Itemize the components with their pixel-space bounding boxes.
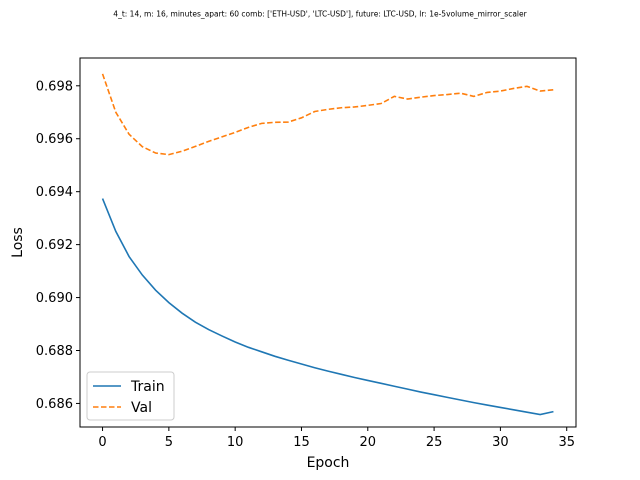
x-tick-label: 25 — [426, 435, 443, 450]
x-tick-label: 10 — [227, 435, 244, 450]
legend-label-train: Train — [130, 379, 165, 395]
legend-box — [86, 371, 175, 421]
y-axis-label: Loss — [10, 227, 26, 258]
y-tick-label: 0.694 — [36, 185, 73, 200]
y-tick-label: 0.698 — [36, 79, 73, 94]
x-tick-label: 15 — [293, 435, 310, 450]
x-axis-ticks: 0 5 10 15 20 25 30 35 — [98, 427, 575, 450]
series-line-val — [101, 73, 554, 156]
legend: Train Val — [86, 371, 175, 421]
y-tick-label: 0.692 — [36, 238, 73, 253]
y-tick-label: 0.686 — [36, 397, 73, 412]
legend-label-val: Val — [131, 400, 152, 416]
x-tick-label: 5 — [165, 435, 173, 450]
chart-title: 4_t: 14, m: 16, minutes_apart: 60 comb: … — [113, 10, 527, 19]
x-tick-label: 0 — [98, 435, 106, 450]
plot-area-frame — [79, 57, 577, 428]
y-tick-label: 0.690 — [36, 291, 73, 306]
y-axis-ticks: 0.686 0.688 0.690 0.692 0.694 0.696 0.698 — [36, 79, 80, 412]
x-tick-label: 35 — [558, 435, 575, 450]
x-tick-label: 20 — [360, 435, 377, 450]
y-tick-label: 0.696 — [36, 132, 73, 147]
x-tick-label: 30 — [492, 435, 509, 450]
series-line-train — [101, 198, 554, 416]
y-tick-label: 0.688 — [36, 344, 73, 359]
x-axis-label: Epoch — [307, 455, 350, 471]
plot-lines — [101, 73, 554, 416]
